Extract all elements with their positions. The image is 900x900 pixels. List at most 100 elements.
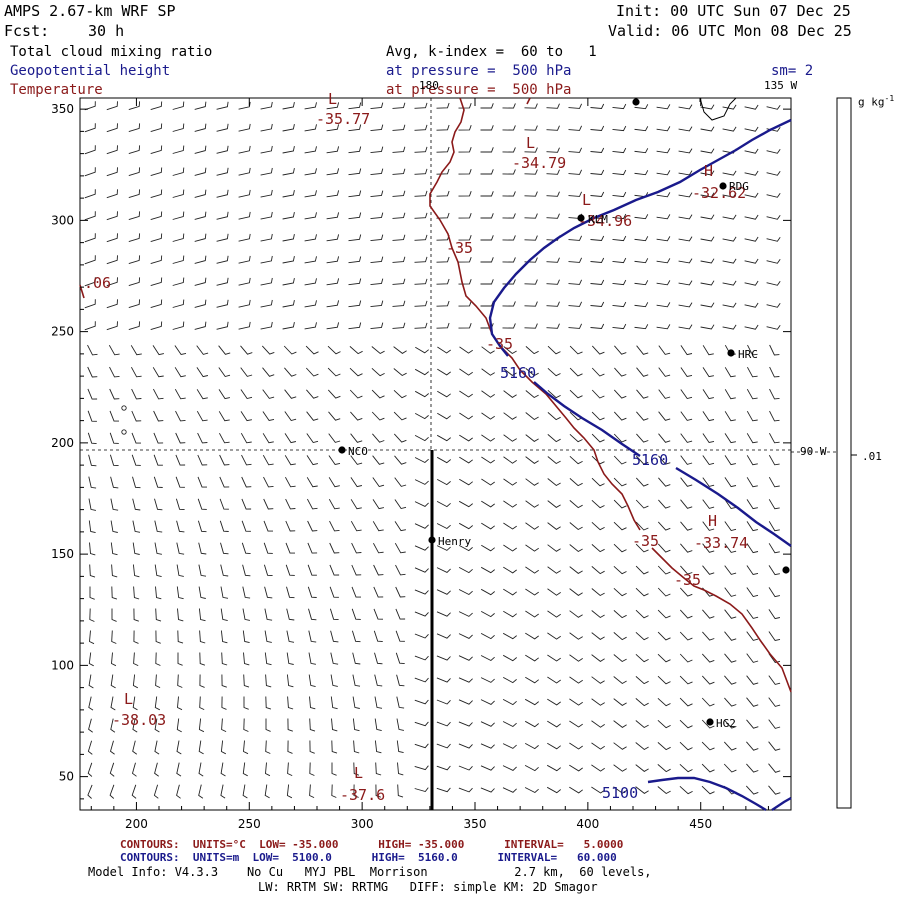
wind-barb bbox=[766, 214, 781, 220]
wind-barb bbox=[132, 718, 138, 733]
wind-barb bbox=[481, 390, 495, 398]
wind-barb bbox=[260, 255, 273, 264]
wind-barb bbox=[656, 236, 671, 242]
wind-barb bbox=[372, 455, 385, 465]
wind-barb bbox=[768, 675, 781, 685]
wind-barb bbox=[194, 123, 207, 132]
wind-barb bbox=[503, 390, 517, 398]
wind-barb bbox=[329, 586, 339, 598]
wind-barb bbox=[459, 434, 473, 442]
wind-barb bbox=[722, 302, 737, 308]
wind-barb bbox=[220, 762, 226, 777]
y-tick-label: 100 bbox=[51, 658, 74, 672]
wind-barb bbox=[700, 126, 715, 132]
colorbar bbox=[836, 97, 852, 809]
wind-barb bbox=[243, 696, 249, 710]
wind-barb bbox=[238, 145, 251, 154]
wind-barb bbox=[395, 564, 406, 576]
wind-barb bbox=[458, 301, 472, 307]
wind-barb bbox=[304, 212, 317, 220]
wind-barb bbox=[353, 784, 359, 798]
wind-barb bbox=[282, 300, 295, 308]
wind-barb bbox=[263, 564, 273, 577]
wind-barb bbox=[262, 411, 275, 422]
wind-barb bbox=[569, 500, 583, 509]
wind-barb bbox=[88, 476, 97, 489]
wind-barb bbox=[306, 389, 319, 399]
wind-barb bbox=[590, 169, 605, 175]
wind-barb bbox=[436, 633, 451, 639]
wind-barb bbox=[262, 454, 274, 466]
wind-barb bbox=[525, 632, 539, 640]
wind-barb bbox=[591, 588, 605, 597]
wind-barb bbox=[678, 126, 693, 132]
wind-barb bbox=[546, 191, 560, 197]
wind-barb bbox=[480, 103, 494, 109]
wind-barb bbox=[724, 389, 736, 400]
wind-barb bbox=[766, 104, 781, 110]
wind-barb bbox=[459, 368, 473, 376]
wind-barb bbox=[436, 278, 450, 285]
field-temp-desc: at pressure = 500 hPa bbox=[386, 82, 572, 98]
lon-label-180: 180 bbox=[419, 79, 439, 92]
wind-barb bbox=[481, 346, 495, 354]
wind-barb bbox=[746, 719, 759, 729]
wind-barb bbox=[219, 498, 229, 510]
wind-barb bbox=[747, 344, 758, 356]
wind-barb bbox=[569, 610, 583, 618]
wind-barb bbox=[374, 652, 383, 665]
wind-barb bbox=[547, 676, 561, 684]
wind-barb bbox=[348, 102, 362, 110]
wind-barb bbox=[132, 476, 141, 489]
wind-barb bbox=[744, 104, 759, 110]
wind-barb bbox=[722, 280, 737, 286]
wind-barb bbox=[216, 277, 229, 286]
wind-barb bbox=[177, 696, 183, 711]
wind-barb bbox=[284, 389, 297, 399]
wind-barb bbox=[658, 367, 671, 377]
wind-barb bbox=[351, 630, 361, 643]
wind-barb bbox=[153, 410, 164, 422]
wind-barb bbox=[370, 300, 384, 308]
model-title: AMPS 2.67-km WRF SP bbox=[4, 2, 176, 20]
wind-barb bbox=[744, 236, 759, 242]
wind-barb bbox=[396, 740, 404, 754]
wind-barb bbox=[326, 300, 340, 308]
wind-barb bbox=[590, 103, 605, 109]
wind-barb bbox=[768, 785, 781, 795]
wind-barb bbox=[87, 410, 97, 422]
wind-barb bbox=[635, 521, 649, 531]
wind-barb bbox=[678, 170, 693, 176]
wind-barb bbox=[569, 367, 583, 377]
wind-barb bbox=[436, 322, 450, 329]
calm-marker bbox=[121, 429, 127, 435]
wind-barb bbox=[746, 631, 759, 641]
wind-barb bbox=[591, 389, 605, 399]
wind-barb bbox=[174, 388, 186, 400]
wind-barb bbox=[634, 324, 649, 330]
wind-barb bbox=[459, 412, 473, 420]
wind-barb bbox=[613, 587, 627, 597]
wind-barb bbox=[150, 211, 163, 221]
wind-barb bbox=[568, 323, 583, 329]
wind-barb bbox=[679, 675, 693, 685]
wind-barb bbox=[154, 696, 161, 711]
wind-barb bbox=[502, 699, 517, 706]
wind-barb bbox=[744, 192, 759, 198]
wind-barb bbox=[502, 743, 517, 749]
wind-barb bbox=[591, 544, 605, 553]
wind-barb bbox=[546, 213, 560, 219]
y-tick-label: 350 bbox=[51, 102, 74, 116]
wind-barb bbox=[591, 521, 605, 531]
wind-barb bbox=[218, 367, 231, 378]
wind-barb bbox=[569, 389, 583, 399]
station-marker-nco bbox=[338, 446, 346, 454]
temp-contour-label: -35 bbox=[446, 239, 474, 257]
wind-barb bbox=[436, 124, 450, 131]
wind-barb bbox=[546, 279, 560, 285]
wind-barb bbox=[768, 476, 780, 488]
temp-low-value: -38.03 bbox=[112, 711, 167, 729]
wind-barb bbox=[242, 784, 248, 799]
wind-barb bbox=[568, 147, 583, 153]
wind-barb bbox=[216, 211, 229, 220]
